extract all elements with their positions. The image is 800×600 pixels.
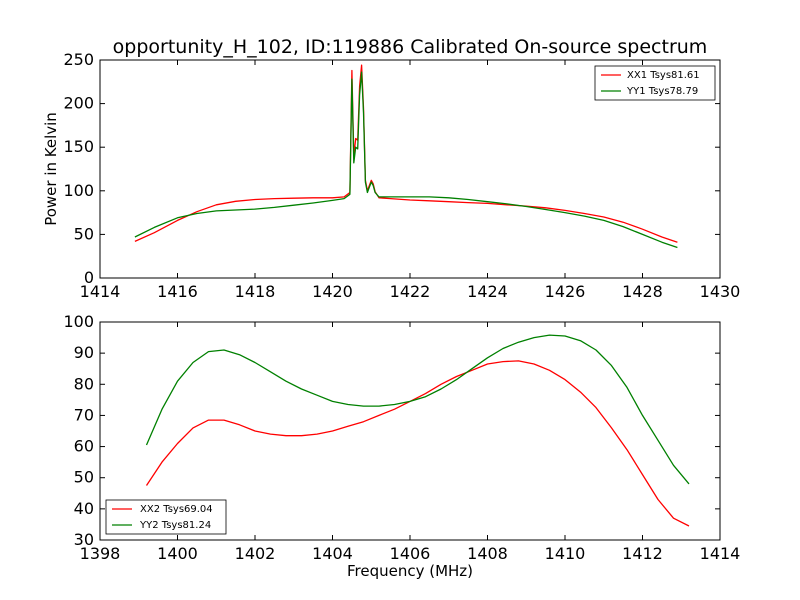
top-x-tick-label: 1430 xyxy=(700,282,741,301)
bottom-axis-ticks: 1398 1400 1402 1404 1406 1408 1410 1412 1414 30 40… xyxy=(63,312,740,563)
bottom-legend: XX2 Tsys69.04 YY2 Tsys81.24 xyxy=(105,499,227,535)
top-x-tick-label: 1426 xyxy=(545,282,586,301)
bottom-series-layer xyxy=(145,334,690,527)
top-y-tick-label: 150 xyxy=(63,137,94,156)
bottom-x-axis-label: Frequency (MHz) xyxy=(347,562,473,580)
top-legend: XX1 Tsys81.61 YY1 Tsys78.79 xyxy=(594,65,716,101)
top-x-tick-label: 1414 xyxy=(80,282,121,301)
bottom-y-tick-label: 100 xyxy=(63,312,94,331)
top-y-axis-label: Power in Kelvin xyxy=(42,112,60,226)
top-x-tick-label: 1428 xyxy=(622,282,663,301)
top-legend-label-yy1: YY1 Tsys78.79 xyxy=(626,86,698,97)
top-panel: 1414 1416 1418 1420 1422 1424 1426 1428 1430 0 50 1… xyxy=(42,50,740,301)
bottom-legend-label-yy2: YY2 Tsys81.24 xyxy=(139,520,211,531)
bottom-y-tick-label: 50 xyxy=(74,468,94,487)
top-y-tick-label: 0 xyxy=(84,268,94,287)
top-legend-box xyxy=(594,65,716,101)
top-legend-label-xx1: XX1 Tsys81.61 xyxy=(627,70,700,81)
top-x-tick-label: 1420 xyxy=(312,282,353,301)
top-x-tick-label: 1418 xyxy=(235,282,276,301)
top-y-tick-label: 250 xyxy=(63,50,94,69)
top-x-tick-label: 1416 xyxy=(157,282,198,301)
bottom-legend-label-xx2: XX2 Tsys69.04 xyxy=(140,504,213,515)
bottom-x-tick-label: 1398 xyxy=(80,544,121,563)
bottom-y-tick-label: 90 xyxy=(74,343,94,362)
bottom-y-tick-label: 30 xyxy=(74,530,94,549)
bottom-x-tick-label: 1410 xyxy=(545,544,586,563)
top-x-tick-label: 1422 xyxy=(390,282,431,301)
bottom-y-tick-label: 70 xyxy=(74,405,94,424)
bottom-series-line-yy xyxy=(145,334,690,485)
top-series-line-yy xyxy=(134,71,678,249)
top-y-tick-label: 200 xyxy=(63,94,94,113)
bottom-x-tick-label: 1406 xyxy=(390,544,431,563)
bottom-legend-box xyxy=(105,499,227,535)
bottom-x-tick-label: 1404 xyxy=(312,544,353,563)
bottom-x-tick-label: 1414 xyxy=(700,544,741,563)
top-y-tick-label: 100 xyxy=(63,181,94,200)
top-x-tick-label: 1424 xyxy=(467,282,508,301)
bottom-y-tick-label: 80 xyxy=(74,374,94,393)
bottom-x-tick-label: 1402 xyxy=(235,544,276,563)
figure-title: opportunity_H_102, ID:119886 Calibrated … xyxy=(113,36,708,58)
bottom-y-tick-label: 60 xyxy=(74,437,94,456)
bottom-y-tick-label: 40 xyxy=(74,499,94,518)
top-axis-ticks: 1414 1416 1418 1420 1422 1424 1426 1428 1430 0 50 1… xyxy=(63,50,740,301)
bottom-panel: 1398 1400 1402 1404 1406 1408 1410 1412 1414 30 40… xyxy=(63,312,740,580)
top-series-layer xyxy=(134,64,678,249)
top-y-tick-label: 50 xyxy=(74,224,94,243)
bottom-x-tick-label: 1400 xyxy=(157,544,198,563)
bottom-series-line-xx xyxy=(145,360,690,527)
bottom-x-tick-label: 1412 xyxy=(622,544,663,563)
bottom-x-tick-label: 1408 xyxy=(467,544,508,563)
